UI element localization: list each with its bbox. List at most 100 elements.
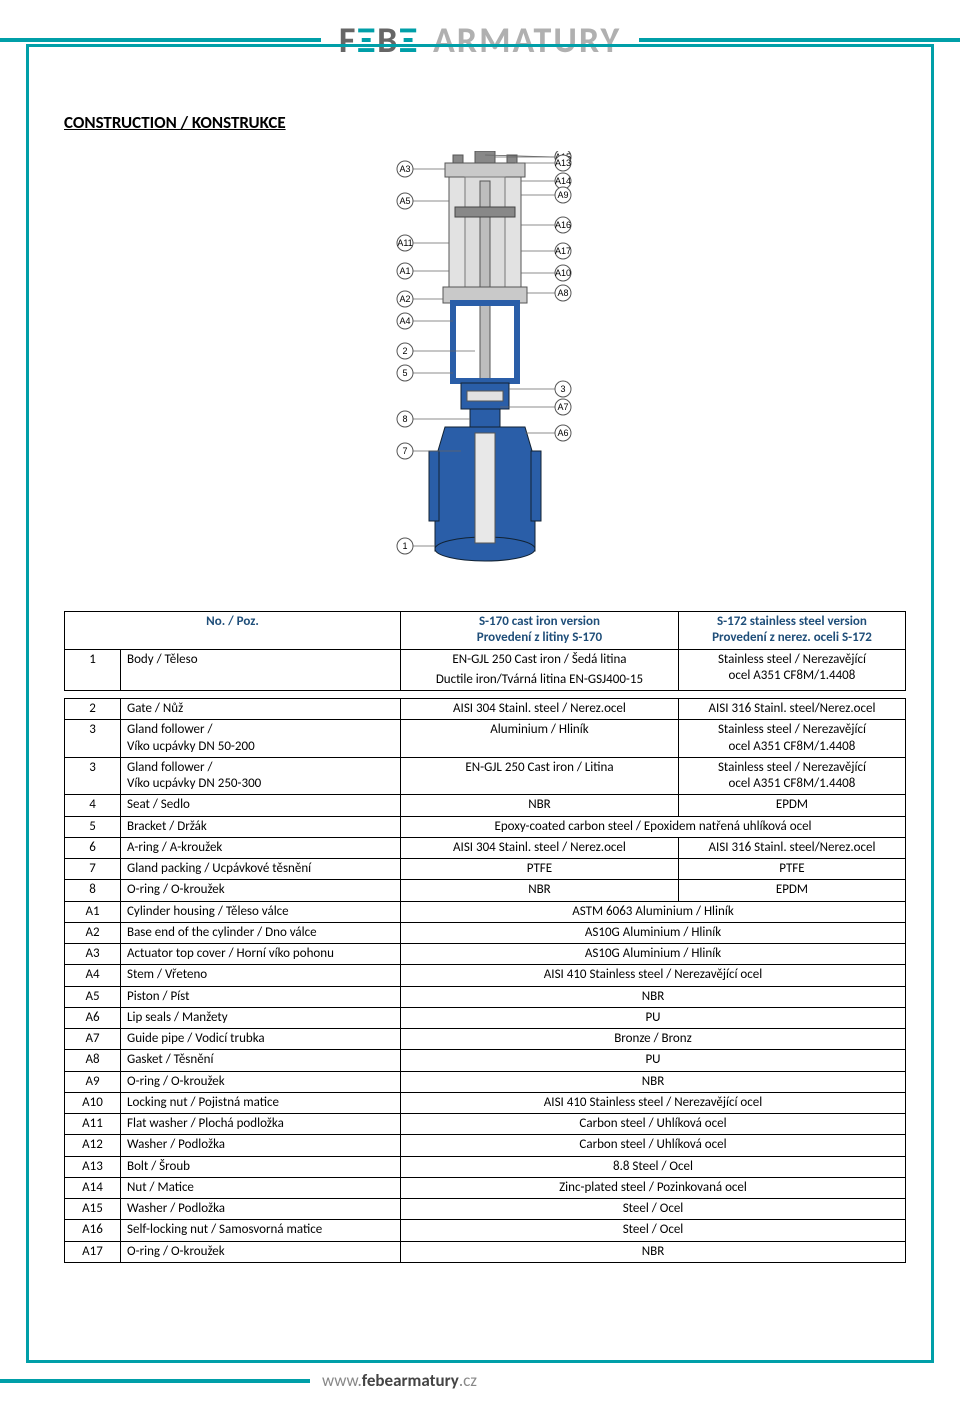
table-row: A17O-ring / O-kroužekNBR xyxy=(65,1241,906,1262)
cell-no: A16 xyxy=(65,1220,121,1241)
cell-no: A4 xyxy=(65,965,121,986)
cell-desc: O-ring / O-kroužek xyxy=(121,1241,401,1262)
table-row: 3Gland follower /Víko ucpávky DN 250-300… xyxy=(65,757,906,795)
table-row: A3Actuator top cover / Horní víko pohonu… xyxy=(65,944,906,965)
cell-span: NBR xyxy=(401,1071,906,1092)
cell-no: A12 xyxy=(65,1135,121,1156)
cell-desc: Gland follower /Víko ucpávky DN 250-300 xyxy=(121,757,401,795)
cell-c2: EPDM xyxy=(678,880,905,901)
cell-c2: AISI 316 Stainl. steel/Nerez.ocel xyxy=(678,837,905,858)
cell-no: A1 xyxy=(65,901,121,922)
cell-no: A6 xyxy=(65,1007,121,1028)
cell-c1: NBR xyxy=(401,880,679,901)
cell-c2: AISI 316 Stainl. steel/Nerez.ocel xyxy=(678,699,905,720)
table-row: A16Self-locking nut / Samosvorná maticeS… xyxy=(65,1220,906,1241)
svg-text:A13: A13 xyxy=(555,158,571,168)
cell-no: A14 xyxy=(65,1177,121,1198)
cell-span: 8.8 Steel / Ocel xyxy=(401,1156,906,1177)
cell-desc: Guide pipe / Vodicí trubka xyxy=(121,1029,401,1050)
table-header-row: No. / Poz. S-170 cast iron version Prove… xyxy=(65,612,906,650)
cell-desc: Base end of the cylinder / Dno válce xyxy=(121,922,401,943)
cell-desc: Gland follower /Víko ucpávky DN 50-200 xyxy=(121,720,401,758)
footer-pre: www. xyxy=(322,1370,362,1391)
cell-c1: AISI 304 Stainl. steel / Nerez.ocel xyxy=(401,699,679,720)
cell-span: AS10G Aluminium / Hliník xyxy=(401,944,906,965)
cell-desc: Bolt / Šroub xyxy=(121,1156,401,1177)
table-row: A12Washer / PodložkaCarbon steel / Uhlík… xyxy=(65,1135,906,1156)
cell-span: Zinc-plated steel / Pozinkovaná ocel xyxy=(401,1177,906,1198)
table-row: 2Gate / NůžAISI 304 Stainl. steel / Nere… xyxy=(65,699,906,720)
table-row: 3Gland follower /Víko ucpávky DN 50-200A… xyxy=(65,720,906,758)
cell-desc: Washer / Podložka xyxy=(121,1135,401,1156)
logo-bar2: Ξ xyxy=(399,18,419,62)
cell-desc: A-ring / A-kroužek xyxy=(121,837,401,858)
table-row: 1 Body / Těleso EN-GJL 250 Cast iron / Š… xyxy=(65,649,906,691)
svg-text:A2: A2 xyxy=(399,294,410,304)
svg-text:A5: A5 xyxy=(399,196,410,206)
cell-no: A15 xyxy=(65,1199,121,1220)
hdr-v2a: S-172 stainless steel version xyxy=(685,614,899,630)
table-row: 6A-ring / A-kroužekAISI 304 Stainl. stee… xyxy=(65,837,906,858)
table-row: A11Flat washer / Plochá podložkaCarbon s… xyxy=(65,1114,906,1135)
svg-text:A10: A10 xyxy=(555,268,571,278)
table-row: A2Base end of the cylinder / Dno válceAS… xyxy=(65,922,906,943)
materials-table: No. / Poz. S-170 cast iron version Prove… xyxy=(64,611,906,1263)
cell-no: A3 xyxy=(65,944,121,965)
footer-bold: febearmatury xyxy=(362,1370,459,1391)
cell-span: ASTM 6063 Aluminium / Hliník xyxy=(401,901,906,922)
cell-no: A8 xyxy=(65,1050,121,1071)
cell-c1: AISI 304 Stainl. steel / Nerez.ocel xyxy=(401,837,679,858)
cell-desc: Seat / Sedlo xyxy=(121,795,401,816)
cell-span: PU xyxy=(401,1007,906,1028)
logo: FΞBΞ ARMATURY xyxy=(321,18,639,62)
cell-no: 5 xyxy=(65,816,121,837)
cell-no: A17 xyxy=(65,1241,121,1262)
valve-diagram: A3A5A11A1A2A425871 A12A15A13A14A9A16A17A… xyxy=(375,151,595,581)
cell-desc: Gate / Nůž xyxy=(121,699,401,720)
table-row: A9O-ring / O-kroužekNBR xyxy=(65,1071,906,1092)
svg-text:A17: A17 xyxy=(555,246,571,256)
footer: www.febearmatury.cz xyxy=(0,1370,960,1391)
table-row: A10Locking nut / Pojistná maticeAISI 410… xyxy=(65,1092,906,1113)
cell-desc: Nut / Matice xyxy=(121,1177,401,1198)
cell-no: A7 xyxy=(65,1029,121,1050)
hdr-v2: S-172 stainless steel version Provedení … xyxy=(678,612,905,650)
cell-no: 8 xyxy=(65,880,121,901)
footer-line xyxy=(0,1379,310,1383)
table-row: 7Gland packing / Ucpávkové těsněníPTFEPT… xyxy=(65,859,906,880)
cell-desc: Bracket / Držák xyxy=(121,816,401,837)
cell-desc: O-ring / O-kroužek xyxy=(121,1071,401,1092)
svg-text:A4: A4 xyxy=(399,316,410,326)
cell-span: Carbon steel / Uhlíková ocel xyxy=(401,1114,906,1135)
cell-desc: Gland packing / Ucpávkové těsnění xyxy=(121,859,401,880)
cell-desc: O-ring / O-kroužek xyxy=(121,880,401,901)
logo-b: B xyxy=(377,18,399,62)
table-row: A7Guide pipe / Vodicí trubkaBronze / Bro… xyxy=(65,1029,906,1050)
content: CONSTRUCTION / KONSTRUKCE xyxy=(0,62,960,1363)
cell-desc: Self-locking nut / Samosvorná matice xyxy=(121,1220,401,1241)
hdr-v1a: S-170 cast iron version xyxy=(407,614,672,630)
cell-span: Carbon steel / Uhlíková ocel xyxy=(401,1135,906,1156)
cell-desc: Lip seals / Manžety xyxy=(121,1007,401,1028)
header-band: FΞBΞ ARMATURY xyxy=(0,0,960,62)
table-row: A5Piston / PístNBR xyxy=(65,986,906,1007)
cell-no: A11 xyxy=(65,1114,121,1135)
cell-no: 6 xyxy=(65,837,121,858)
header-line-right xyxy=(639,38,960,42)
svg-text:A16: A16 xyxy=(555,220,571,230)
cell-span: AISI 410 Stainless steel / Nerezavějící … xyxy=(401,1092,906,1113)
table-row: A15Washer / PodložkaSteel / Ocel xyxy=(65,1199,906,1220)
svg-text:A14: A14 xyxy=(555,176,571,186)
hdr-v1: S-170 cast iron version Provedení z liti… xyxy=(401,612,679,650)
cell-no: A5 xyxy=(65,986,121,1007)
cell-no: 1 xyxy=(65,649,121,691)
cell-c2: Stainless steel / Nerezavějícíocel A351 … xyxy=(678,757,905,795)
cell-c1: PTFE xyxy=(401,859,679,880)
table-row: A14Nut / MaticeZinc-plated steel / Pozin… xyxy=(65,1177,906,1198)
table-row: A4Stem / VřetenoAISI 410 Stainless steel… xyxy=(65,965,906,986)
cell-c2: EPDM xyxy=(678,795,905,816)
cell-no: A9 xyxy=(65,1071,121,1092)
svg-text:A3: A3 xyxy=(399,164,410,174)
cell-c1: Aluminium / Hliník xyxy=(401,720,679,758)
cell-c2: PTFE xyxy=(678,859,905,880)
